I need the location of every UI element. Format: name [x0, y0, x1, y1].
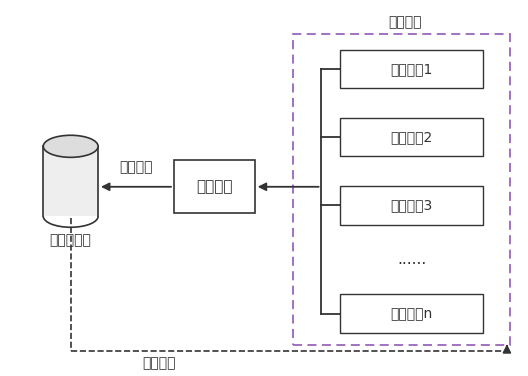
- Text: 显示终端2: 显示终端2: [391, 130, 433, 144]
- Bar: [293, 34, 510, 345]
- Text: 地图服务器: 地图服务器: [50, 233, 92, 247]
- Polygon shape: [43, 146, 98, 216]
- Text: ......: ......: [397, 252, 426, 267]
- Text: 显示终端n: 显示终端n: [391, 307, 433, 321]
- Ellipse shape: [43, 135, 98, 157]
- Text: 显示终端1: 显示终端1: [390, 62, 433, 76]
- Text: 地图数据: 地图数据: [143, 356, 176, 370]
- Bar: [340, 50, 484, 88]
- Text: 地图参数: 地图参数: [119, 160, 153, 174]
- Text: 拼接模块: 拼接模块: [196, 179, 233, 194]
- Text: 显示终端: 显示终端: [389, 16, 422, 30]
- Bar: [340, 294, 484, 333]
- Bar: [174, 160, 255, 214]
- Bar: [340, 118, 484, 156]
- Bar: [340, 186, 484, 224]
- Text: 显示终端3: 显示终端3: [391, 198, 433, 212]
